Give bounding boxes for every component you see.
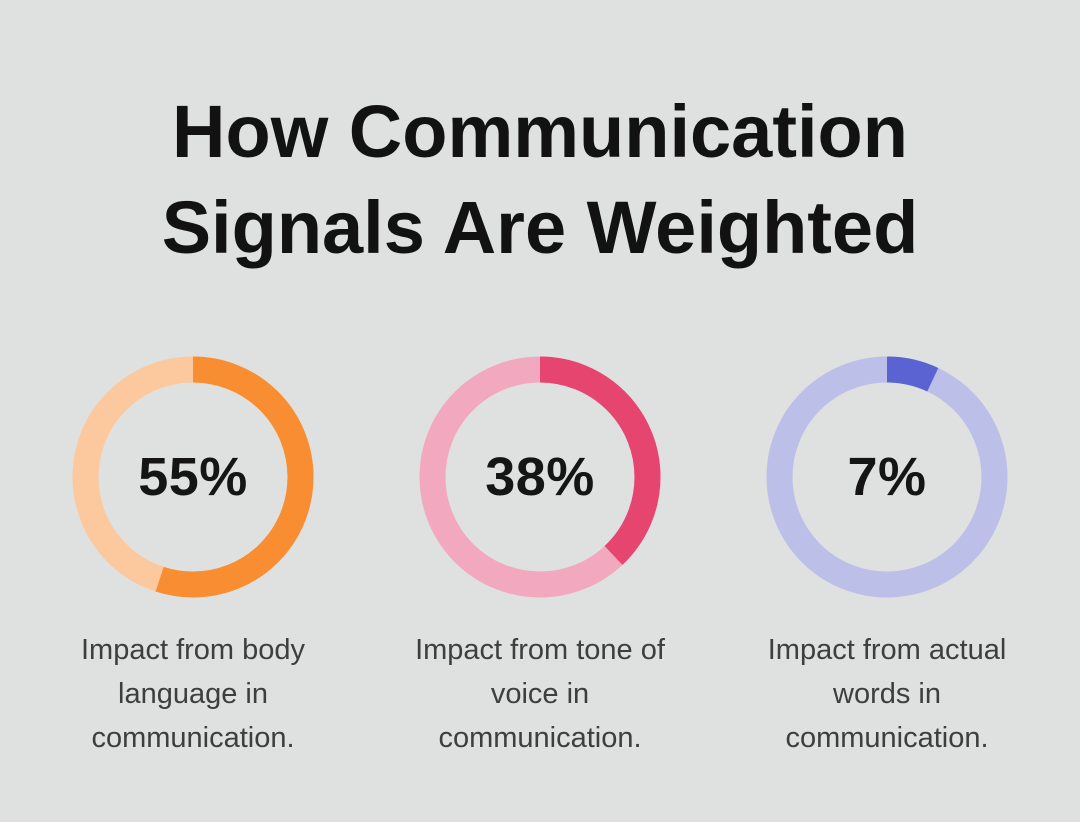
page-title: How Communication Signals Are Weighted xyxy=(0,0,1080,276)
donut-chart-tone-of-voice: 38% xyxy=(419,356,661,598)
donut-value-arc xyxy=(766,356,1008,598)
donut-value-arc xyxy=(419,356,661,598)
donut-percent-label: 55% xyxy=(138,447,248,507)
donut-caption: Impact from actual words in communicatio… xyxy=(767,634,1007,754)
donut-card-body-language: 55% Impact from body language in communi… xyxy=(28,356,358,760)
page-title-line-2: Signals Are Weighted xyxy=(161,186,919,269)
donut-ring xyxy=(72,356,314,598)
donut-ring xyxy=(766,356,1008,598)
donut-percent-label: 7% xyxy=(847,447,927,507)
donut-caption: Impact from body language in communicati… xyxy=(80,634,306,754)
donut-ring xyxy=(419,356,661,598)
donut-percent-label: 38% xyxy=(485,447,595,507)
donut-chart-body-language: 55% xyxy=(72,356,314,598)
donut-card-tone-of-voice: 38% Impact from tone of voice in communi… xyxy=(375,356,705,760)
page-title-line-1: How Communication xyxy=(172,90,908,173)
donut-chart-actual-words: 7% xyxy=(766,356,1008,598)
charts-row: 55% Impact from body language in communi… xyxy=(0,356,1080,760)
donut-caption: Impact from tone of voice in communicati… xyxy=(415,634,665,754)
donut-value-arc xyxy=(72,356,314,598)
donut-card-actual-words: 7% Impact from actual words in communica… xyxy=(722,356,1052,760)
